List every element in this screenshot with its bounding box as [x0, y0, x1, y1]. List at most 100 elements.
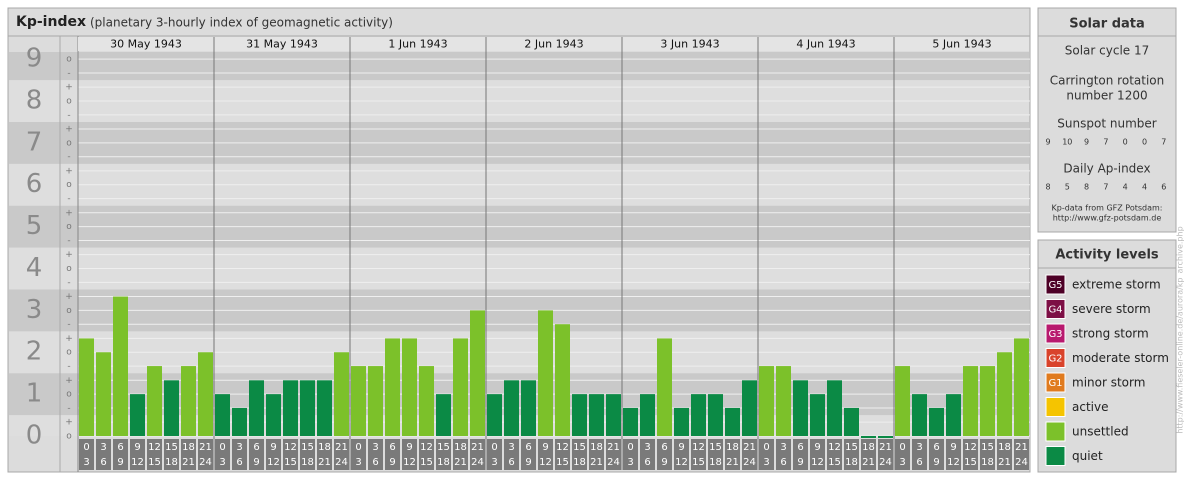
hour-label: 15 — [709, 442, 722, 453]
hour-label: 18 — [862, 442, 875, 453]
hour-label: 12 — [148, 442, 161, 453]
hour-label: 12 — [811, 457, 824, 468]
hour-box — [419, 439, 434, 470]
sunspot-value: 0 — [1123, 138, 1128, 147]
kp-bar — [504, 380, 519, 436]
kp-bar — [181, 366, 196, 436]
hour-label: 18 — [182, 442, 195, 453]
hour-box — [912, 439, 927, 470]
solar-cycle: Solar cycle 17 — [1065, 44, 1150, 58]
legend-label: minor storm — [1072, 376, 1145, 390]
hour-label: 24 — [607, 457, 620, 468]
hour-label: 18 — [981, 457, 994, 468]
hour-label: 9 — [270, 442, 276, 453]
kp-bar — [725, 407, 740, 436]
hour-label: 3 — [899, 457, 905, 468]
hour-label: 12 — [403, 457, 416, 468]
kp-bar — [113, 296, 128, 436]
source: Kp-data from GFZ Potsdam: — [1052, 204, 1163, 213]
hour-label: 15 — [284, 457, 297, 468]
hour-label: 21 — [726, 457, 739, 468]
y-tick-label: 3 — [26, 295, 43, 325]
hour-label: 21 — [607, 442, 620, 453]
kp-bar — [368, 366, 383, 436]
hour-label: 6 — [661, 442, 667, 453]
hour-label: 9 — [525, 457, 531, 468]
hour-box — [232, 439, 247, 470]
y-tick-label: 6 — [26, 169, 43, 199]
hour-box — [300, 439, 315, 470]
hour-label: 12 — [539, 457, 552, 468]
kp-bar — [555, 324, 570, 436]
ap-title: Daily Ap-index — [1063, 162, 1150, 176]
legend-swatch — [1045, 299, 1066, 319]
hour-label: 9 — [542, 442, 548, 453]
y-tick-label: 9 — [26, 44, 43, 74]
solar-panel — [1037, 7, 1177, 233]
hour-label: 15 — [437, 442, 450, 453]
hour-label: 9 — [389, 457, 395, 468]
hour-box — [470, 439, 485, 470]
kp-bar — [623, 407, 638, 436]
minor-tick-label: + — [65, 166, 73, 176]
panel-title: Solar data — [1069, 17, 1145, 32]
hour-box — [113, 439, 128, 470]
hour-label: 9 — [134, 442, 140, 453]
minor-tick-label: - — [67, 152, 70, 162]
hour-label: 12 — [964, 442, 977, 453]
hour-label: 9 — [814, 442, 820, 453]
hour-box — [317, 439, 332, 470]
kp-bar — [929, 407, 944, 436]
kp-bar — [776, 366, 791, 436]
hour-box — [827, 439, 842, 470]
hour-label: 21 — [318, 457, 331, 468]
kp-bar — [861, 436, 876, 438]
hour-box — [130, 439, 145, 470]
minor-tick-label: - — [67, 236, 70, 246]
hour-box — [164, 439, 179, 470]
kp-bar — [334, 352, 349, 436]
sunspot-value: 9 — [1084, 138, 1089, 147]
hour-label: 0 — [355, 442, 361, 453]
sunspot-value: 10 — [1062, 138, 1072, 147]
kp-bar — [708, 394, 723, 436]
hour-label: 9 — [661, 457, 667, 468]
kp-bar — [317, 380, 332, 436]
hour-label: 12 — [692, 442, 705, 453]
date-label: 2 Jun 1943 — [524, 38, 583, 51]
minor-tick-label: + — [65, 125, 73, 135]
panel-title: Activity levels — [1055, 248, 1159, 263]
hour-box — [453, 439, 468, 470]
hour-box — [674, 439, 689, 470]
minor-tick-label: - — [67, 278, 70, 288]
hour-label: 21 — [743, 442, 756, 453]
date-label: 31 May 1943 — [246, 38, 318, 51]
hour-label: 6 — [780, 457, 786, 468]
hour-box — [368, 439, 383, 470]
legend-swatch — [1045, 274, 1066, 295]
hour-label: 12 — [284, 442, 297, 453]
sunspot-title: Sunspot number — [1057, 117, 1156, 131]
hour-label: 3 — [491, 457, 497, 468]
y-tick-label: 1 — [26, 379, 43, 409]
carrington: number 1200 — [1066, 89, 1147, 103]
hour-label: 12 — [267, 457, 280, 468]
hour-label: 12 — [828, 442, 841, 453]
hour-label: 18 — [165, 457, 178, 468]
hour-label: 21 — [879, 442, 892, 453]
sunspot-value: 7 — [1161, 138, 1166, 147]
hour-label: 6 — [372, 457, 378, 468]
legend-code: G3 — [1048, 329, 1062, 340]
hour-label: 18 — [590, 442, 603, 453]
legend-label: active — [1072, 400, 1108, 414]
legend-label: extreme storm — [1072, 278, 1161, 292]
grid-band — [9, 52, 1029, 81]
legend-code: G4 — [1048, 305, 1062, 316]
kp-bar — [453, 338, 468, 436]
hour-label: 12 — [420, 442, 433, 453]
date-label: 5 Jun 1943 — [932, 38, 991, 51]
kp-bar — [521, 380, 536, 436]
hour-label: 0 — [83, 442, 89, 453]
hour-label: 21 — [471, 442, 484, 453]
minor-tick-label: - — [67, 194, 70, 204]
